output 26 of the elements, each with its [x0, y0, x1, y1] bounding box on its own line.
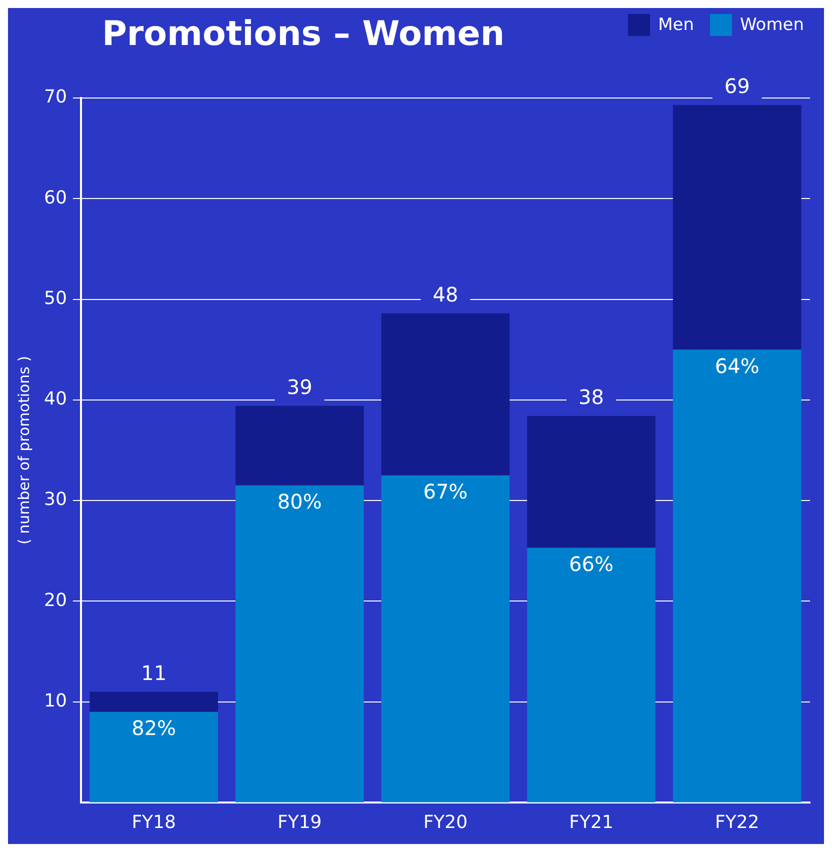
total-label: 11 — [141, 660, 167, 685]
annotation: 66% — [569, 552, 614, 576]
annotation: 64% — [714, 354, 760, 378]
annotation: 67% — [423, 480, 468, 504]
y-tick-label: 60 — [44, 187, 67, 208]
chart-title: Promotions – Women — [102, 14, 505, 54]
total-label: 38 — [578, 385, 604, 410]
y-tick-label: 50 — [44, 288, 67, 309]
y-tick-label: 30 — [44, 489, 67, 510]
x-tick-label: FY22 — [714, 812, 760, 833]
y-tick-label: 10 — [44, 690, 67, 712]
legend-label: Women — [740, 15, 804, 35]
annotation: 80% — [277, 490, 322, 514]
x-tick-label: FY19 — [278, 812, 322, 833]
x-tick-label: FY20 — [423, 812, 468, 833]
total-label: 48 — [432, 282, 458, 307]
total-label: 39 — [286, 375, 312, 400]
y-axis-title: ( number of promotions ) — [14, 356, 33, 545]
x-tick-label: FY18 — [132, 812, 176, 833]
y-tick-label: 20 — [44, 590, 67, 611]
annotation: 82% — [132, 716, 176, 740]
y-tick-label: 70 — [44, 86, 67, 108]
legend-label: Men — [658, 15, 694, 35]
total-label: 69 — [724, 74, 750, 98]
y-tick-label: 40 — [44, 388, 67, 410]
x-tick-label: FY21 — [569, 812, 614, 833]
